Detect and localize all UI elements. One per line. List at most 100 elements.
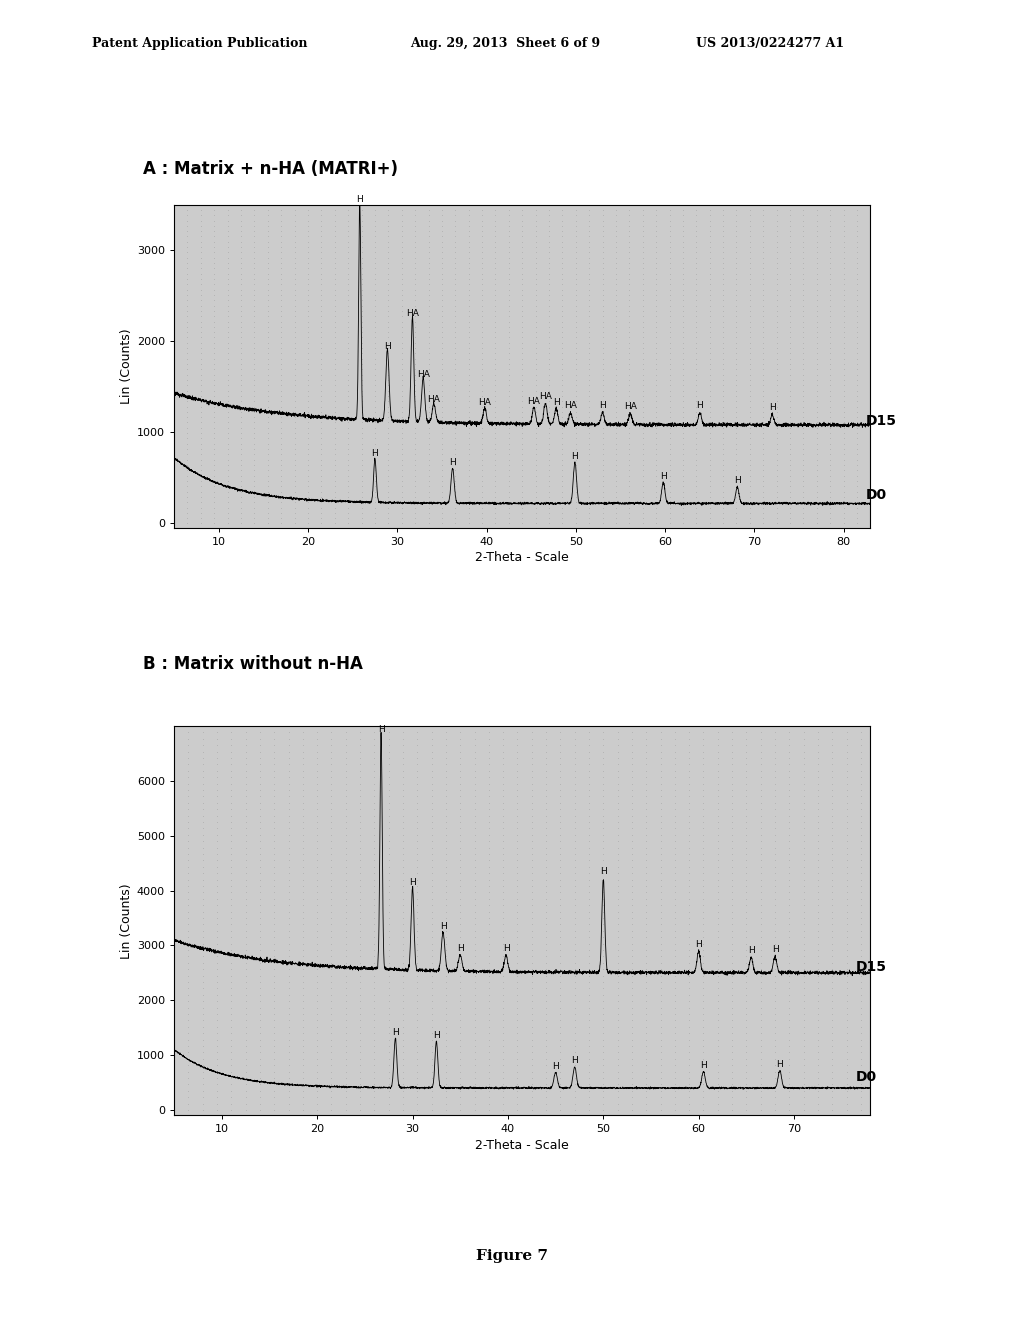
Point bbox=[741, 210, 758, 231]
Point bbox=[552, 920, 568, 941]
Point bbox=[849, 513, 865, 535]
Point bbox=[501, 210, 517, 231]
Point bbox=[353, 385, 370, 407]
Point bbox=[461, 252, 477, 273]
Point bbox=[434, 348, 451, 370]
Point bbox=[487, 391, 504, 412]
Point bbox=[738, 729, 755, 750]
Point bbox=[447, 407, 464, 428]
Point bbox=[662, 380, 678, 401]
Point bbox=[755, 459, 771, 480]
Point bbox=[635, 205, 651, 226]
Point bbox=[701, 242, 718, 263]
Point bbox=[527, 263, 544, 284]
Point bbox=[367, 407, 383, 428]
Point bbox=[809, 422, 825, 444]
Point bbox=[554, 496, 570, 517]
Point bbox=[501, 459, 517, 480]
Point bbox=[688, 215, 705, 236]
Point bbox=[635, 491, 651, 512]
Point bbox=[554, 289, 570, 310]
Point bbox=[849, 407, 865, 428]
Point bbox=[635, 417, 651, 438]
Point bbox=[638, 913, 654, 935]
Point bbox=[179, 417, 196, 438]
Point bbox=[295, 774, 311, 795]
Point bbox=[581, 438, 597, 459]
Point bbox=[300, 354, 316, 375]
Point bbox=[782, 236, 799, 257]
Point bbox=[796, 480, 812, 502]
Point bbox=[219, 475, 236, 496]
Point bbox=[393, 385, 410, 407]
Point bbox=[246, 252, 262, 273]
Point bbox=[480, 779, 497, 800]
Point bbox=[710, 830, 726, 851]
Point bbox=[437, 1086, 454, 1107]
Point bbox=[514, 252, 530, 273]
Point bbox=[246, 465, 262, 486]
Point bbox=[273, 480, 290, 502]
Point bbox=[266, 1061, 283, 1082]
Point bbox=[822, 475, 839, 496]
Point bbox=[781, 812, 798, 833]
Point bbox=[849, 312, 865, 333]
Point bbox=[281, 902, 297, 923]
Point bbox=[209, 722, 225, 743]
Point bbox=[287, 273, 303, 294]
Point bbox=[266, 830, 283, 851]
Point bbox=[581, 502, 597, 523]
Point bbox=[238, 857, 254, 878]
Point bbox=[648, 294, 665, 315]
Point bbox=[566, 818, 583, 840]
Point bbox=[367, 875, 383, 896]
Point bbox=[648, 317, 665, 338]
Point bbox=[420, 401, 436, 422]
Point bbox=[501, 205, 517, 226]
Point bbox=[594, 407, 610, 428]
Point bbox=[209, 785, 225, 807]
Point bbox=[252, 920, 268, 941]
Point bbox=[624, 882, 640, 903]
Point bbox=[810, 1016, 826, 1038]
Point bbox=[514, 220, 530, 242]
Text: D0: D0 bbox=[866, 488, 887, 502]
Point bbox=[741, 449, 758, 470]
Text: HA: HA bbox=[624, 403, 637, 412]
Point bbox=[466, 1023, 482, 1044]
Point bbox=[768, 231, 784, 252]
Point bbox=[395, 824, 412, 845]
Point bbox=[836, 496, 852, 517]
Point bbox=[728, 513, 744, 535]
Point bbox=[246, 327, 262, 348]
Point bbox=[407, 312, 423, 333]
Point bbox=[495, 978, 511, 999]
Point bbox=[313, 513, 330, 535]
Point bbox=[252, 875, 268, 896]
Point bbox=[407, 333, 423, 354]
Point bbox=[300, 470, 316, 491]
Point bbox=[609, 1073, 626, 1094]
Point bbox=[487, 359, 504, 380]
Point bbox=[595, 1055, 611, 1076]
Point bbox=[527, 364, 544, 385]
Point bbox=[195, 940, 211, 961]
Point bbox=[266, 940, 283, 961]
Point bbox=[219, 486, 236, 507]
Point bbox=[768, 502, 784, 523]
Point bbox=[327, 465, 343, 486]
Point bbox=[232, 438, 249, 459]
Point bbox=[352, 799, 369, 820]
Point bbox=[166, 958, 182, 979]
Point bbox=[495, 818, 511, 840]
Point bbox=[755, 465, 771, 486]
Point bbox=[327, 454, 343, 475]
Point bbox=[166, 1035, 182, 1056]
Point bbox=[688, 306, 705, 327]
Point bbox=[652, 1041, 669, 1063]
Point bbox=[179, 327, 196, 348]
Point bbox=[688, 486, 705, 507]
Point bbox=[324, 799, 340, 820]
Point bbox=[252, 747, 268, 768]
Point bbox=[352, 902, 369, 923]
